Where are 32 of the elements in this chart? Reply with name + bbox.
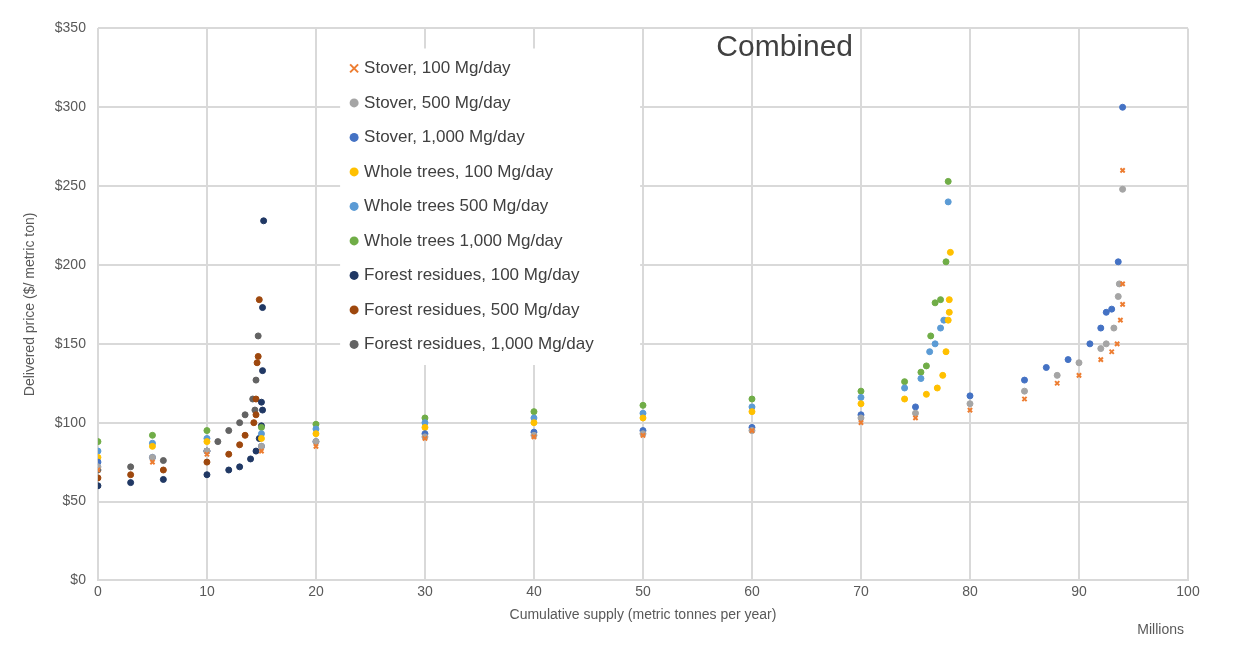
text: Millions [1137,621,1184,638]
legend-label: Forest residues, 500 Mg/day [364,299,581,319]
legend-label: Stover, 500 Mg/day [364,92,512,112]
x-tick-label: 60 [744,582,760,599]
x-tick-label: 20 [308,582,324,599]
legend-label: Forest residues, 1,000 Mg/day [364,334,595,354]
legend-label: Forest residues, 100 Mg/day [364,265,581,285]
legend-label: Whole trees 1,000 Mg/day [364,230,564,250]
x-tick-label: 80 [962,582,978,599]
x-tick-label: 50 [635,582,651,599]
legend-label: Whole trees 500 Mg/day [364,196,549,216]
x-tick-label: 40 [526,582,542,599]
x-tick-label: 100 [1176,582,1200,599]
y-tick-label: $350 [54,19,87,36]
x-tick-label: 30 [417,582,433,599]
x-axis-title: Cumulative supply (metric tonnes per year) [509,606,777,623]
y-tick-label: $300 [54,98,87,115]
chart-title: Combined [716,28,854,62]
legend-label: Whole trees, 100 Mg/day [364,161,554,181]
legend-label: Stover, 100 Mg/day [364,58,512,78]
y-tick-label: $0 [70,571,87,588]
y-axis-title: Delivered price ($/ metric ton) [21,212,38,397]
y-tick-label: $100 [54,413,87,430]
y-tick-label: $50 [62,492,87,509]
y-tick-label: $150 [54,334,87,351]
y-tick-label: $200 [54,255,87,272]
x-tick-label: 10 [199,582,215,599]
legend-label: Stover, 1,000 Mg/day [364,127,526,147]
x-tick-label: 90 [1071,582,1087,599]
y-tick-label: $250 [54,176,87,193]
x-tick-label: 70 [853,582,869,599]
x-tick-label: 0 [94,582,103,599]
